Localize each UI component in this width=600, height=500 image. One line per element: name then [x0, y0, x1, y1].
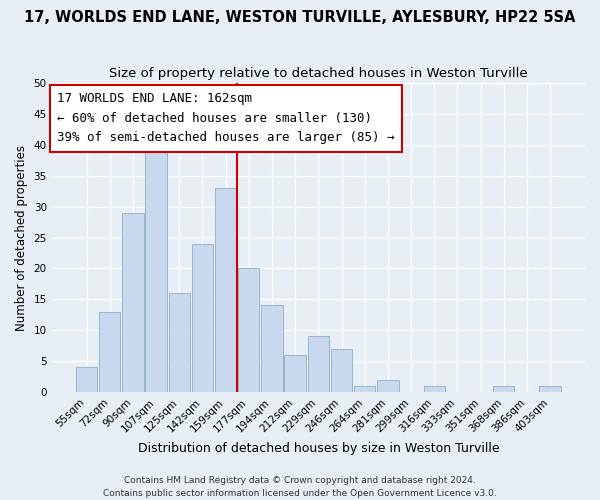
Bar: [76, 367, 97, 392]
Bar: [262, 306, 283, 392]
Bar: [539, 386, 561, 392]
Text: 17 WORLDS END LANE: 162sqm
← 60% of detached houses are smaller (130)
39% of sem: 17 WORLDS END LANE: 162sqm ← 60% of deta…: [57, 92, 395, 144]
Bar: [145, 151, 167, 392]
Bar: [215, 188, 236, 392]
Bar: [122, 213, 143, 392]
Bar: [284, 355, 306, 392]
Text: Contains HM Land Registry data © Crown copyright and database right 2024.
Contai: Contains HM Land Registry data © Crown c…: [103, 476, 497, 498]
Bar: [493, 386, 514, 392]
Title: Size of property relative to detached houses in Weston Turville: Size of property relative to detached ho…: [109, 68, 527, 80]
Bar: [377, 380, 398, 392]
Y-axis label: Number of detached properties: Number of detached properties: [15, 144, 28, 330]
Bar: [424, 386, 445, 392]
Bar: [308, 336, 329, 392]
Bar: [192, 244, 213, 392]
Bar: [331, 348, 352, 392]
Bar: [238, 268, 259, 392]
Bar: [99, 312, 121, 392]
Bar: [354, 386, 376, 392]
Bar: [169, 293, 190, 392]
X-axis label: Distribution of detached houses by size in Weston Turville: Distribution of detached houses by size …: [137, 442, 499, 455]
Text: 17, WORLDS END LANE, WESTON TURVILLE, AYLESBURY, HP22 5SA: 17, WORLDS END LANE, WESTON TURVILLE, AY…: [24, 10, 576, 25]
